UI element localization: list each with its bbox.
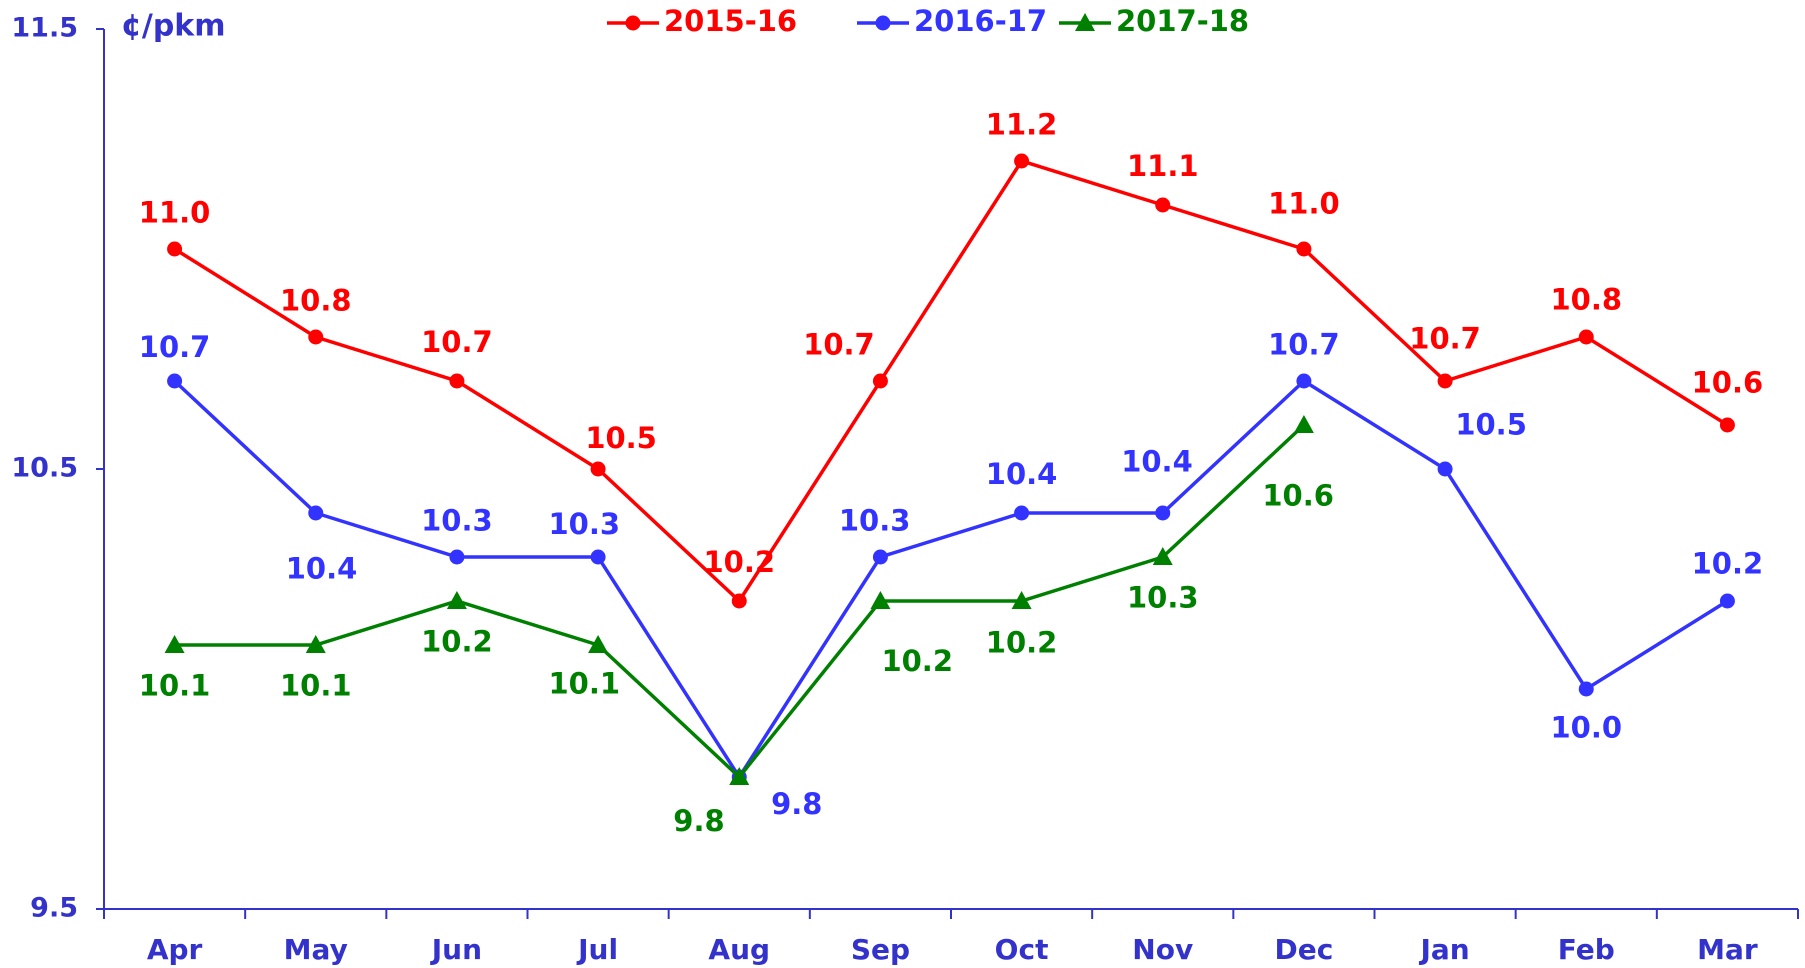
marker bbox=[1011, 591, 1032, 609]
data-label: 10.3 bbox=[839, 503, 911, 537]
y-tick-label: 10.5 bbox=[11, 453, 78, 484]
data-label: 10.6 bbox=[1262, 479, 1334, 513]
data-label: 10.4 bbox=[986, 457, 1058, 491]
legend-marker bbox=[875, 15, 891, 31]
x-tick-label: Jan bbox=[1418, 933, 1469, 966]
marker bbox=[1152, 547, 1173, 565]
marker bbox=[588, 635, 609, 653]
marker bbox=[449, 549, 465, 565]
legend-label: 2015-16 bbox=[664, 4, 797, 38]
y-tick-label: 9.5 bbox=[30, 893, 78, 924]
marker bbox=[1155, 197, 1171, 213]
marker bbox=[1014, 505, 1030, 521]
marker bbox=[308, 329, 324, 345]
x-tick-label: May bbox=[284, 933, 348, 966]
data-label: 10.0 bbox=[1550, 710, 1622, 744]
x-tick-label: Aug bbox=[708, 933, 770, 966]
x-tick-label: Dec bbox=[1274, 933, 1333, 966]
data-label: 9.8 bbox=[673, 804, 724, 838]
x-tick-label: Nov bbox=[1132, 933, 1193, 966]
data-label: 11.1 bbox=[1127, 149, 1199, 183]
data-label: 10.3 bbox=[421, 503, 493, 537]
legend-label: 2016-17 bbox=[914, 4, 1047, 38]
data-label: 11.2 bbox=[986, 107, 1058, 141]
data-label: 10.2 bbox=[881, 644, 953, 678]
data-label: 10.7 bbox=[139, 330, 211, 364]
marker bbox=[305, 635, 326, 653]
series-line bbox=[173, 378, 1729, 781]
data-label: 10.2 bbox=[986, 626, 1058, 660]
marker bbox=[1578, 681, 1594, 697]
data-label: 10.6 bbox=[1692, 366, 1764, 400]
marker bbox=[590, 549, 606, 565]
x-tick-label: Sep bbox=[851, 933, 910, 966]
marker bbox=[446, 591, 467, 609]
data-label: 10.4 bbox=[286, 552, 358, 586]
data-label: 10.7 bbox=[1409, 322, 1481, 356]
x-tick-label: Oct bbox=[995, 933, 1049, 966]
marker bbox=[449, 373, 465, 389]
y-axis-label: ¢/pkm bbox=[121, 9, 226, 44]
marker bbox=[1155, 505, 1171, 521]
legend-marker bbox=[1075, 13, 1095, 31]
marker bbox=[1719, 593, 1735, 609]
marker bbox=[1437, 461, 1453, 477]
marker bbox=[1296, 373, 1312, 389]
marker bbox=[590, 461, 606, 477]
marker bbox=[870, 591, 891, 609]
marker bbox=[1014, 153, 1030, 169]
x-tick-label: Jun bbox=[430, 933, 482, 966]
data-label: 10.2 bbox=[703, 545, 775, 579]
marker bbox=[872, 373, 888, 389]
x-tick-label: Jul bbox=[576, 933, 618, 966]
marker bbox=[308, 505, 324, 521]
marker bbox=[1437, 373, 1453, 389]
x-tick-label: Apr bbox=[147, 933, 203, 966]
data-label: 10.8 bbox=[1550, 282, 1622, 316]
y-tick-label: 11.5 bbox=[11, 13, 78, 44]
marker bbox=[872, 549, 888, 565]
series-line bbox=[173, 158, 1729, 604]
data-label: 10.1 bbox=[139, 669, 211, 703]
data-label: 9.8 bbox=[771, 787, 822, 821]
marker bbox=[729, 767, 750, 785]
data-label: 10.1 bbox=[280, 669, 352, 703]
marker bbox=[1296, 241, 1312, 257]
marker bbox=[1578, 329, 1594, 345]
marker bbox=[1719, 417, 1735, 433]
marker bbox=[1293, 415, 1314, 433]
data-label: 10.1 bbox=[548, 666, 620, 700]
legend-label: 2017-18 bbox=[1116, 4, 1249, 38]
data-label: 10.7 bbox=[803, 327, 875, 361]
data-label: 10.2 bbox=[1692, 546, 1764, 580]
marker bbox=[167, 241, 183, 257]
data-label: 10.7 bbox=[421, 325, 493, 359]
data-label: 10.2 bbox=[421, 625, 493, 659]
x-tick-label: Mar bbox=[1697, 933, 1758, 966]
data-label: 10.7 bbox=[1268, 327, 1340, 361]
x-tick-label: Feb bbox=[1558, 933, 1615, 966]
data-label: 10.5 bbox=[1455, 407, 1527, 441]
data-label: 10.3 bbox=[1127, 581, 1199, 615]
data-label: 10.8 bbox=[280, 283, 352, 317]
data-label: 11.0 bbox=[1268, 186, 1340, 220]
data-label: 10.3 bbox=[548, 507, 620, 541]
data-label: 10.5 bbox=[585, 421, 657, 455]
marker bbox=[164, 635, 185, 653]
marker bbox=[731, 593, 747, 609]
marker bbox=[167, 373, 183, 389]
data-label: 11.0 bbox=[139, 195, 211, 229]
data-label: 10.4 bbox=[1121, 445, 1193, 479]
legend-marker bbox=[625, 15, 641, 31]
